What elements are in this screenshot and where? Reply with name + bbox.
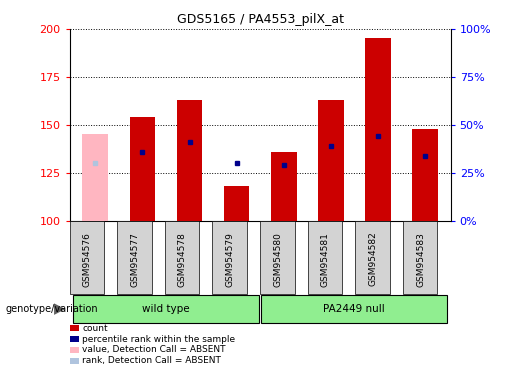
- FancyBboxPatch shape: [403, 221, 437, 294]
- Bar: [318, 100, 344, 221]
- Title: GDS5165 / PA4553_pilX_at: GDS5165 / PA4553_pilX_at: [177, 13, 344, 26]
- Bar: [412, 129, 438, 221]
- FancyBboxPatch shape: [307, 221, 342, 294]
- FancyBboxPatch shape: [213, 221, 247, 294]
- Bar: [271, 152, 297, 221]
- FancyBboxPatch shape: [165, 221, 199, 294]
- Text: GSM954576: GSM954576: [82, 232, 92, 286]
- Text: GSM954582: GSM954582: [368, 232, 377, 286]
- Text: rank, Detection Call = ABSENT: rank, Detection Call = ABSENT: [82, 356, 221, 365]
- Text: value, Detection Call = ABSENT: value, Detection Call = ABSENT: [82, 345, 226, 354]
- Bar: [177, 100, 202, 221]
- Text: GSM954578: GSM954578: [178, 232, 187, 286]
- Text: GSM954577: GSM954577: [130, 232, 139, 286]
- FancyBboxPatch shape: [73, 295, 259, 323]
- Text: GSM954580: GSM954580: [273, 232, 282, 286]
- Bar: [82, 134, 108, 221]
- FancyBboxPatch shape: [260, 221, 295, 294]
- FancyBboxPatch shape: [70, 221, 104, 294]
- Text: wild type: wild type: [142, 304, 190, 314]
- Text: GSM954579: GSM954579: [226, 232, 234, 286]
- Text: percentile rank within the sample: percentile rank within the sample: [82, 334, 235, 344]
- Text: genotype/variation: genotype/variation: [5, 304, 98, 314]
- FancyBboxPatch shape: [261, 295, 448, 323]
- FancyBboxPatch shape: [117, 221, 151, 294]
- Bar: [224, 186, 249, 221]
- Bar: [129, 117, 156, 221]
- Text: GSM954583: GSM954583: [416, 232, 425, 286]
- Text: GSM954581: GSM954581: [321, 232, 330, 286]
- Bar: [365, 38, 391, 221]
- Polygon shape: [54, 303, 65, 315]
- Text: count: count: [82, 324, 108, 333]
- FancyBboxPatch shape: [355, 221, 390, 294]
- Text: PA2449 null: PA2449 null: [323, 304, 385, 314]
